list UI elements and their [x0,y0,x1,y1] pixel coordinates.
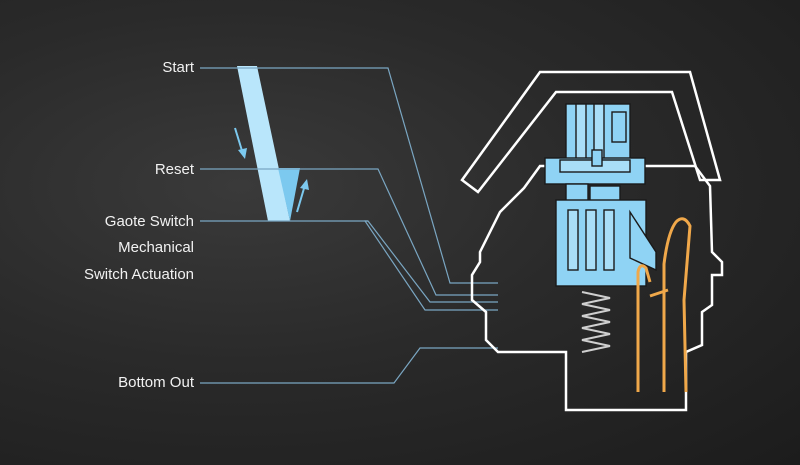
travel-graph [234,66,309,221]
label-mechanical: Mechanical [118,239,194,256]
label-bottom-out: Bottom Out [118,374,194,391]
label-switch-actuation: Switch Actuation [83,266,194,283]
leader-lines [200,67,498,384]
up-arrow-icon [296,179,309,213]
leader-gaote [200,220,498,303]
switch-housing [470,164,724,412]
leader-start [200,67,498,284]
label-reset: Reset [154,161,194,178]
label-gaote-switch: Gaote Switch [104,213,194,230]
spring [581,291,611,353]
stem-body [555,183,657,287]
leader-actuation [363,220,498,311]
contact-leaves [636,217,692,393]
stem-top [544,103,646,185]
leader-bottom-out [200,347,498,384]
down-arrow-icon [234,127,247,159]
travel-wedge [237,66,290,221]
reset-wedge [278,168,300,221]
leader-reset [200,168,498,296]
label-start: Start [162,59,194,76]
keycap-outline [460,70,722,194]
